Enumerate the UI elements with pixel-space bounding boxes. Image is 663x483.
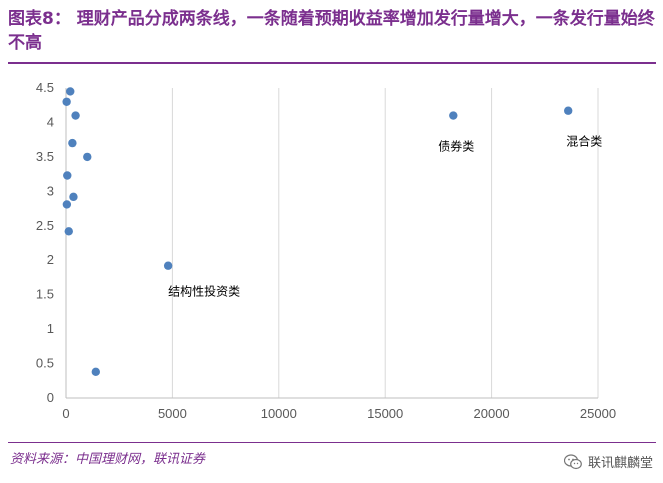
data-point <box>68 138 77 148</box>
data-point <box>64 227 73 236</box>
data-point <box>449 111 458 120</box>
brand-name: 联讯麒麟堂 <box>587 456 653 471</box>
axes <box>65 88 598 399</box>
x-tick-label: 5000 <box>158 406 187 421</box>
data-point <box>163 261 173 270</box>
x-tick-label: 0 <box>62 406 69 421</box>
x-tick-label: 25000 <box>580 406 616 421</box>
y-tick-label: 2.5 <box>36 218 54 233</box>
x-tick-label: 15000 <box>367 406 403 421</box>
x-tick-label: 20000 <box>474 406 510 421</box>
data-label: 结构性投资类 <box>168 284 240 299</box>
y-tick-label: 4 <box>47 114 54 129</box>
scatter-chart: 0 0.5 1 1.5 2 2.5 3 3.5 4 4.5 0 5000 10000 15000 20000… <box>36 80 616 421</box>
y-tick-label: 3.5 <box>36 149 54 164</box>
wechat-icon <box>563 453 582 469</box>
data-label: 混合类 <box>566 134 602 149</box>
data-point <box>62 200 72 209</box>
data-point <box>91 367 100 377</box>
y-tick-label: 0 <box>47 390 54 405</box>
x-tick-label: 10000 <box>261 406 297 421</box>
data-point <box>71 111 80 120</box>
source-divider <box>8 442 656 443</box>
data-point <box>83 152 92 162</box>
title-divider <box>8 62 656 64</box>
y-tick-label: 1.5 <box>36 287 54 302</box>
tick-labels: 0 0.5 1 1.5 2 2.5 3 3.5 4 4.5 0 5000 10000 15000 20000… <box>36 80 616 421</box>
data-point <box>62 97 71 106</box>
source-note: 资料来源：中国理财网，联讯证券 <box>10 452 206 467</box>
y-tick-label: 2 <box>47 252 54 267</box>
y-tick-label: 1 <box>47 321 54 336</box>
data-point <box>564 106 573 115</box>
data-point <box>69 192 78 202</box>
data-points <box>62 87 573 377</box>
data-point <box>63 171 72 180</box>
data-label: 债券类 <box>438 139 474 154</box>
brand: 联讯麒麟堂 <box>563 452 653 471</box>
y-tick-label: 3 <box>47 183 54 198</box>
y-tick-label: 4.5 <box>36 80 54 95</box>
data-point <box>66 87 75 96</box>
y-tick-label: 0.5 <box>36 356 54 371</box>
grid-lines <box>171 88 599 398</box>
page-title: 图表8： 理财产品分成两条线，一条随着预期收益率增加发行量增大，一条发行量始终不… <box>8 9 655 53</box>
point-labels: 结构性投资类 债券类 混合类 <box>168 134 602 299</box>
